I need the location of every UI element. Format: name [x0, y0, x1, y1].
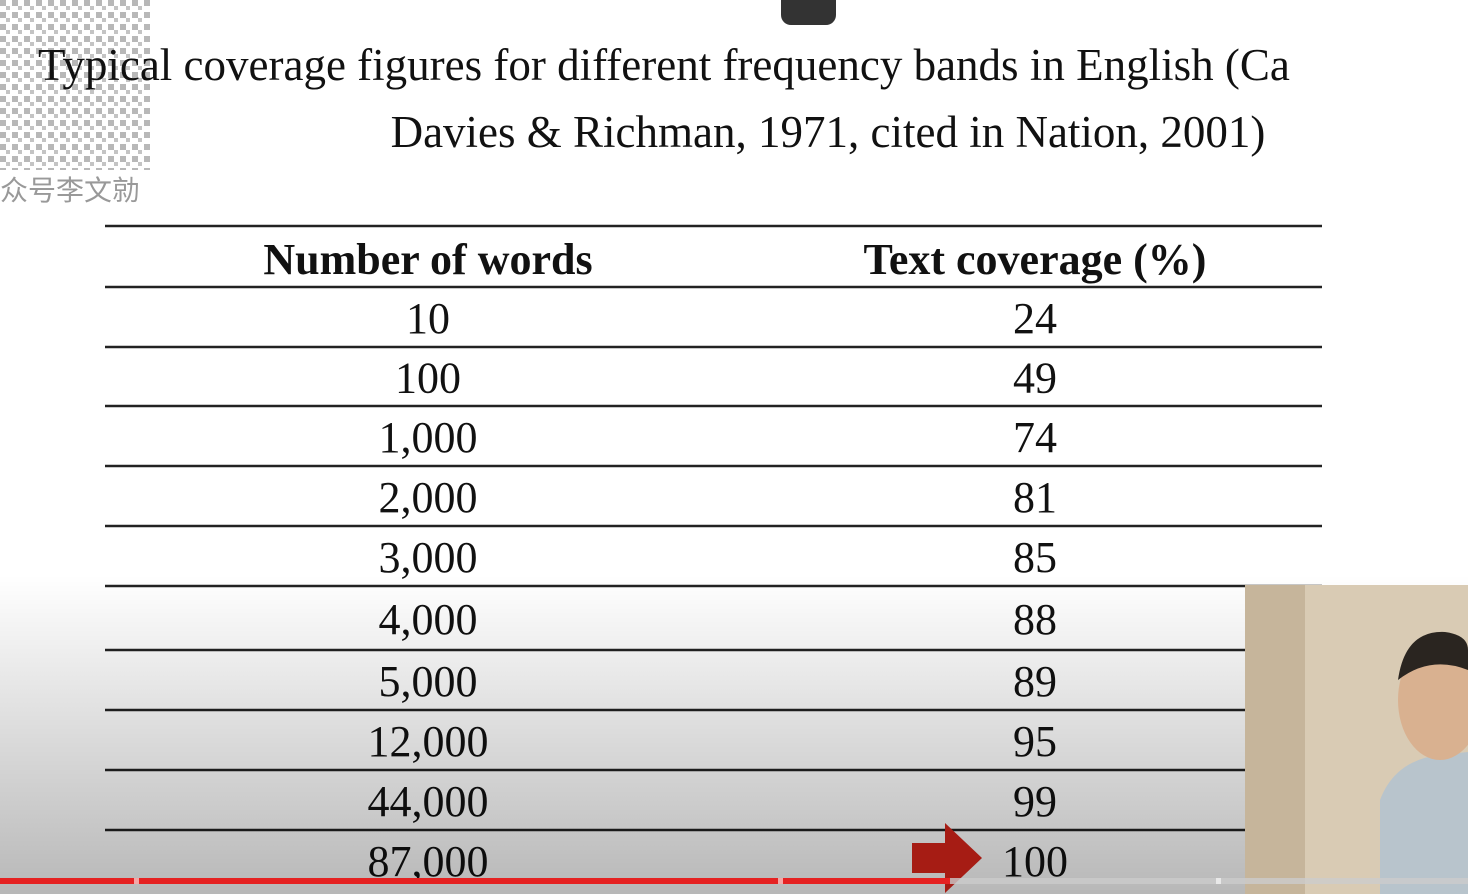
column-header: Text coverage (%): [864, 235, 1207, 284]
progress-played[interactable]: [0, 878, 950, 884]
table-cell: 74: [1013, 413, 1057, 462]
table-cell: 3,000: [379, 533, 478, 582]
table-cell: 85: [1013, 533, 1057, 582]
title-line: Typical coverage figures for different f…: [38, 40, 1290, 90]
table-cell: 24: [1013, 294, 1057, 343]
chapter-gap: [1216, 878, 1221, 884]
video-icon[interactable]: [781, 0, 836, 25]
qr-code: [0, 0, 150, 170]
column-header: Number of words: [263, 235, 592, 284]
video-shade: [0, 575, 1468, 894]
table-cell: 81: [1013, 473, 1057, 522]
webcam: [1245, 585, 1468, 894]
table-cell: 100: [395, 354, 461, 403]
arrow: [912, 823, 982, 893]
title-line: Davies & Richman, 1971, cited in Nation,…: [391, 107, 1266, 157]
table-cell: 10: [406, 294, 450, 343]
chapter-gap: [134, 878, 139, 884]
watermark: 众号李文勍: [0, 174, 140, 207]
chapter-gap: [778, 878, 783, 884]
table-cell: 49: [1013, 354, 1057, 403]
table-cell: 1,000: [379, 413, 478, 462]
table-cell: 2,000: [379, 473, 478, 522]
